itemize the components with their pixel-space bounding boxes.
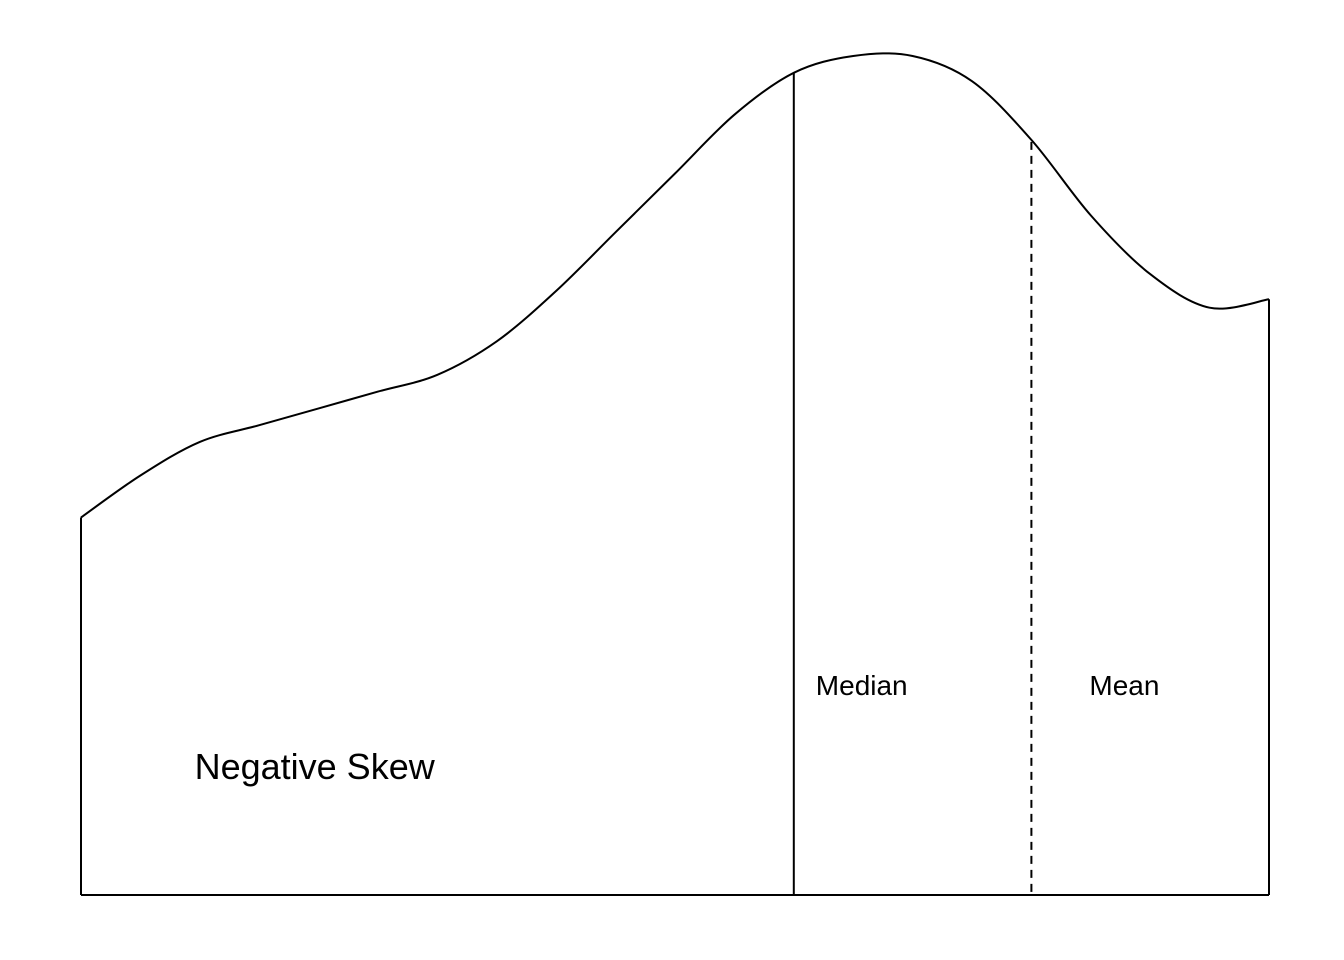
density-curve [80, 52, 1270, 519]
skew-annotation: Negative Skew [195, 746, 436, 787]
mean-label: Mean [1089, 670, 1159, 701]
median-label: Median [816, 670, 908, 701]
